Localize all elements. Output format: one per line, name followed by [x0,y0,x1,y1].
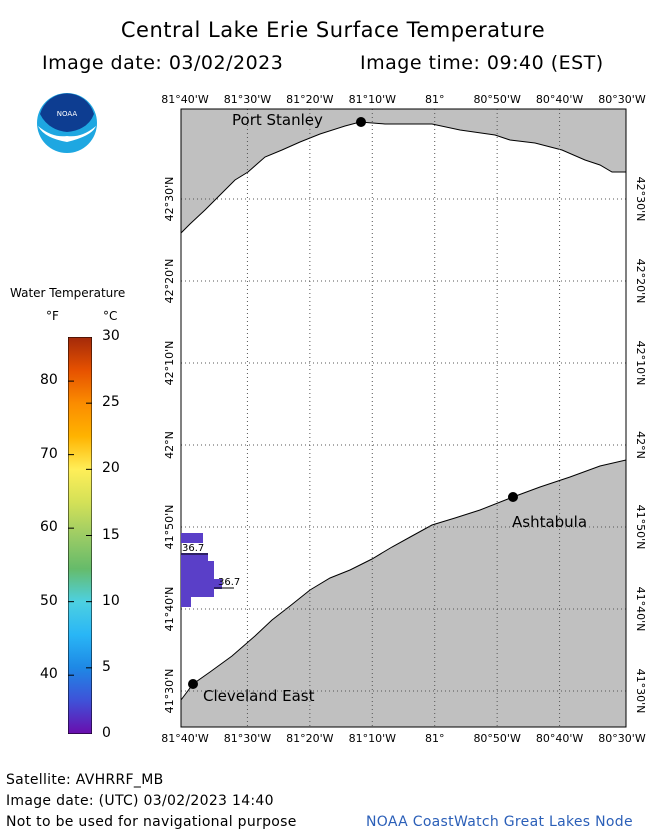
lon-label-top: 81° [425,93,445,106]
image-date: Image date: 03/02/2023 [42,52,284,74]
lon-label-top: 81°40'W [161,93,209,106]
cleveland-east-marker [188,679,198,689]
noaa-logo-icon: NOAA [36,92,98,154]
temperature-colorbar [68,337,92,734]
legend-f-tick: 70 [40,445,58,462]
lat-label-left: 41°50'N [163,505,176,550]
legend-f-tick: 60 [40,519,58,536]
lat-label-right: 41°40'N [634,587,647,632]
cleveland-east-label: Cleveland East [203,687,315,705]
lat-labels-right: 42°30'N 42°20'N 42°10'N 42°N 41°50'N 41°40'N 4… [634,177,647,714]
lat-label-left: 41°30'N [163,669,176,714]
port-stanley-label: Port Stanley [232,111,323,129]
lat-label-right: 42°N [634,431,647,459]
legend-f-tick: 40 [40,666,58,683]
lon-label-top: 80°50'W [473,93,521,106]
lon-label-bottom: 81°10'W [349,732,397,745]
legend-c-tick: 25 [102,394,120,411]
map-frame [180,108,627,728]
legend-c-tick: 10 [102,592,120,609]
lon-label-bottom: 81°20'W [286,732,334,745]
lon-labels-top: 81°40'W 81°30'W 81°20'W 81°10'W 81° 80°50'W 80… [161,93,646,106]
temp-label-1: 36.7 [182,543,204,554]
lon-label-top: 80°40'W [536,93,584,106]
footer-utc-date: Image date: (UTC) 03/02/2023 14:40 [6,793,274,809]
ashtabula-label: Ashtabula [512,513,587,531]
lat-labels-left: 42°30'N 42°20'N 42°10'N 42°N 41°50'N 41°40'N 4… [163,177,176,714]
lat-label-left: 42°N [163,431,176,459]
legend-c-tick: 20 [102,460,120,477]
lon-label-bottom: 81°30'W [224,732,272,745]
lon-label-top: 80°30'W [598,93,646,106]
lat-label-right: 42°30'N [634,177,647,222]
sst-data-pixels [181,533,222,607]
lat-label-right: 42°20'N [634,259,647,304]
temp-label-2: 36.7 [218,577,240,588]
footer-warning: Not to be used for navigational purpose [6,814,297,830]
footer-credit: NOAA CoastWatch Great Lakes Node [366,814,633,830]
lon-label-bottom: 81°40'W [161,732,209,745]
lon-labels-bottom: 81°40'W 81°30'W 81°20'W 81°10'W 81° 80°50'W 80… [161,732,646,745]
legend-f-tick: 50 [40,592,58,609]
lon-label-bottom: 80°50'W [473,732,521,745]
lat-label-left: 42°20'N [163,259,176,304]
lat-label-right: 41°50'N [634,505,647,550]
port-stanley-marker [356,117,366,127]
footer-satellite: Satellite: AVHRRF_MB [6,772,164,788]
ashtabula-marker [508,492,518,502]
lat-label-left: 41°40'N [163,587,176,632]
legend-c-tick: 30 [102,328,120,344]
lon-label-bottom: 80°30'W [598,732,646,745]
land-south-shore [180,459,627,728]
lat-label-left: 42°10'N [163,341,176,386]
legend-unit-f: °F [46,309,59,323]
noaa-logo-text: NOAA [57,110,78,118]
lat-label-left: 42°30'N [163,177,176,222]
lake-map: 36.7 36.7 Port Stanley Ashtabula Clevela… [161,93,647,745]
image-time: Image time: 09:40 (EST) [360,52,604,74]
legend-c-tick: 15 [102,526,120,543]
legend-unit-c: °C [103,309,118,323]
lon-label-top: 81°20'W [286,93,334,106]
legend-title: Water Temperature [10,286,126,300]
lon-label-top: 81°10'W [349,93,397,106]
legend-c-tick: 5 [102,658,111,675]
legend-f-tick: 80 [40,372,58,389]
land-north-shore [180,108,627,235]
lat-label-right: 42°10'N [634,341,647,386]
map-title: Central Lake Erie Surface Temperature [120,18,546,42]
graticule [181,109,626,727]
lon-label-bottom: 80°40'W [536,732,584,745]
lat-label-right: 41°30'N [634,669,647,714]
legend-c-tick: 0 [102,725,111,741]
lon-label-top: 81°30'W [224,93,272,106]
lon-label-bottom: 81° [425,732,445,745]
